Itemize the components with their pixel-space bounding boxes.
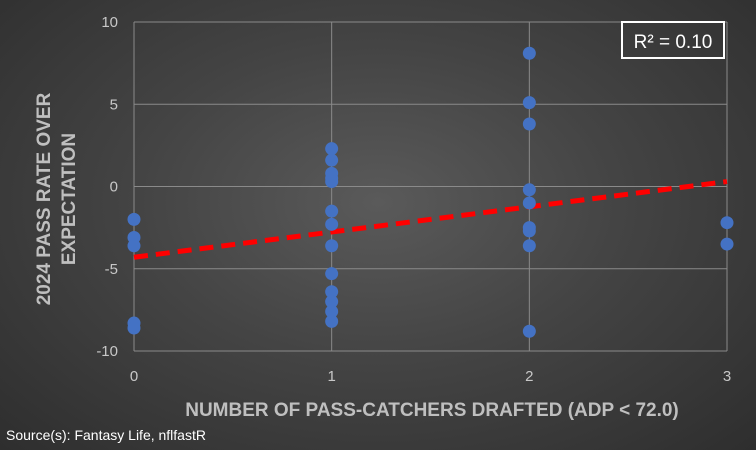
y-tick-label: 10 [101,14,118,31]
data-point [522,239,536,253]
data-points [127,46,734,338]
x-tick-label: 2 [525,368,533,385]
data-point [522,117,536,131]
x-tick-label: 1 [327,368,335,385]
x-axis-title: NUMBER OF PASS-CATCHERS DRAFTED (ADP < 7… [185,400,679,421]
data-point [325,285,339,299]
trendline [133,179,728,260]
data-point [325,153,339,167]
data-point [325,267,339,281]
data-point [522,324,536,338]
y-tick-label: -5 [105,261,118,278]
data-point [325,204,339,218]
data-point [720,216,734,230]
data-point [325,305,339,319]
x-tick-label: 3 [723,368,731,385]
data-point [325,239,339,253]
data-point [127,239,141,253]
data-point [325,314,339,328]
tick-labels: 10 5 0 -5 -10 0 1 2 3 [96,14,731,385]
data-point [325,142,339,156]
data-point [522,183,536,197]
data-point [522,46,536,60]
data-point [720,237,734,251]
y-axis-title-line-1: 2024 PASS RATE OVER [34,92,55,305]
data-point [325,217,339,231]
x-tick-label: 0 [130,368,138,385]
y-tick-label: 5 [110,96,118,113]
trendline-group [133,179,728,260]
r2-annotation: R² = 0.10 [621,21,725,59]
data-point [127,212,141,226]
data-point [522,224,536,238]
grid-lines [133,21,728,352]
r2-label: R² = 0.10 [634,32,713,53]
y-tick-label: -10 [96,343,118,360]
data-point [522,96,536,110]
data-point [127,321,141,335]
r2-box [621,21,725,59]
data-point [325,175,339,189]
source-note: Source(s): Fantasy Life, nflfastR [6,427,206,443]
data-point [522,196,536,210]
y-axis-title-line-2: EXPECTATION [59,133,80,265]
y-axis-title: 2024 PASS RATE OVER EXPECTATION [34,92,80,305]
data-point [325,295,339,309]
y-tick-label: 0 [110,179,118,196]
